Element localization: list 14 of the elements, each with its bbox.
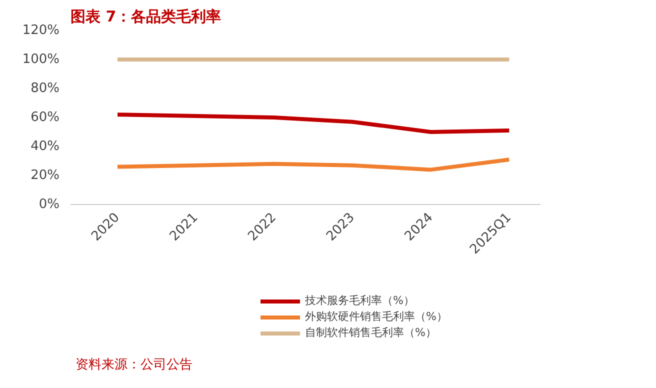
chart-title: 图表 7：各品类毛利率 xyxy=(70,8,222,26)
y-tick-label: 120% xyxy=(22,23,60,38)
y-tick-label: 40% xyxy=(30,139,60,154)
legend-label: 外购软硬件销售毛利率（%） xyxy=(305,309,448,324)
line-series xyxy=(116,112,512,134)
text: 资料来源：公司公告 xyxy=(76,358,192,372)
y-tick-label: 0% xyxy=(38,197,60,212)
legend-label: 技术服务毛利率（%） xyxy=(305,293,414,308)
legend-label: 自制软件销售毛利率（%） xyxy=(305,325,436,340)
line-series xyxy=(116,158,512,172)
y-tick-label: 80% xyxy=(30,81,60,96)
y-tick-label: 100% xyxy=(22,52,60,67)
y-tick-label: 20% xyxy=(30,168,60,183)
y-tick-label: 60% xyxy=(30,110,60,125)
